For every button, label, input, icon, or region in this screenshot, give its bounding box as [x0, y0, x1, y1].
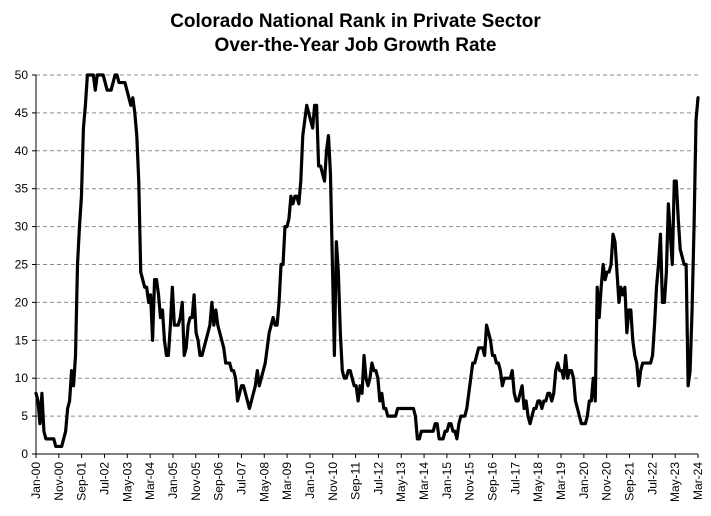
x-tick-label: Sep-21 [623, 462, 637, 501]
x-tick-label: Jul-02 [97, 462, 111, 495]
x-tick-label: Jan-20 [577, 462, 591, 499]
y-tick-label: 40 [15, 144, 29, 158]
x-tick-label: Jul-17 [508, 462, 522, 495]
chart-title-line-1: Colorado National Rank in Private Sector [170, 11, 541, 32]
x-tick-label: Mar-09 [280, 462, 294, 500]
series-line-rank [34, 73, 700, 449]
x-tick-label: Nov-00 [52, 462, 66, 501]
y-tick-label: 35 [15, 182, 29, 196]
y-tick-label: 10 [15, 371, 29, 385]
y-tick-label: 5 [21, 409, 28, 423]
x-tick-label: May-23 [668, 462, 682, 502]
y-tick-label: 25 [15, 258, 29, 272]
x-tick-label: Jul-07 [234, 462, 248, 495]
x-tick-label: Jan-10 [303, 462, 317, 499]
x-tick-label: May-03 [120, 462, 134, 502]
y-tick-label: 20 [15, 295, 29, 309]
x-tick-label: Nov-10 [326, 462, 340, 501]
chart-title-line-2: Over-the-Year Job Growth Rate [214, 35, 497, 56]
x-tick-label: Nov-05 [189, 462, 203, 501]
axes [32, 74, 699, 458]
x-tick-label: Jul-22 [645, 462, 659, 495]
y-tick-label: 45 [15, 106, 29, 120]
x-tick-label: Sep-06 [212, 462, 226, 501]
x-tick-label: Jul-12 [371, 462, 385, 495]
x-tick-label: Jan-00 [29, 462, 43, 499]
x-tick-label: Nov-20 [600, 462, 614, 501]
x-tick-label: Nov-15 [463, 462, 477, 501]
x-tick-label: May-18 [531, 462, 545, 502]
x-tick-label: Mar-14 [417, 462, 431, 500]
x-tick-label: Sep-11 [349, 462, 363, 500]
y-tick-label: 50 [15, 68, 29, 82]
y-tick-label: 30 [15, 220, 29, 234]
y-axis-tick-labels: 0 5 10 15 20 25 30 35 40 45 50 [15, 68, 29, 461]
y-tick-label: 0 [21, 447, 28, 461]
series-layer [34, 73, 700, 449]
x-tick-label: Mar-04 [143, 462, 157, 500]
x-tick-label: May-13 [394, 462, 408, 502]
x-tick-label: Jan-05 [166, 462, 180, 499]
x-tick-label: Jan-15 [440, 462, 454, 499]
chart-title: Colorado National Rank in Private Sector… [0, 10, 711, 58]
x-axis-tick-labels: Jan-00 Nov-00 Sep-01 Jul-02 May-03 Mar-04 Jan-… [29, 462, 705, 502]
x-tick-label: Sep-16 [486, 462, 500, 501]
x-tick-label: Mar-19 [554, 462, 568, 500]
x-tick-label: May-08 [257, 462, 271, 502]
x-tick-label: Mar-24 [691, 462, 705, 500]
y-tick-label: 15 [15, 333, 29, 347]
x-tick-label: Sep-01 [75, 462, 89, 501]
